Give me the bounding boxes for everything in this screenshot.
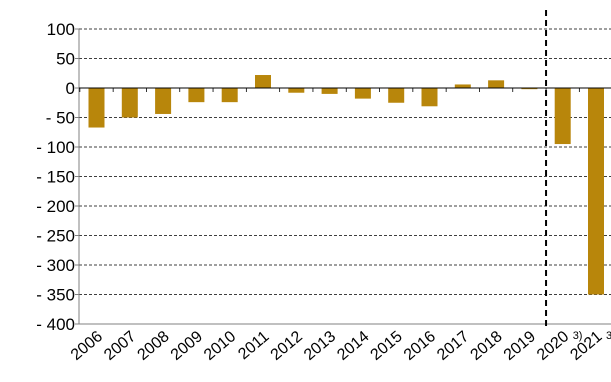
y-tick-label-8: - 300	[36, 256, 75, 275]
x-tick-label-2014: 2014	[334, 328, 372, 364]
bar-2007	[121, 88, 138, 118]
x-tick-label-2011: 2011	[235, 328, 272, 363]
gridlines	[79, 28, 611, 295]
y-tick-label-2: 0	[66, 79, 75, 98]
x-tick-label-2016: 2016	[401, 328, 439, 364]
bar-2008	[155, 88, 172, 114]
bar-2019	[521, 88, 538, 90]
bar-2015	[388, 88, 405, 103]
y-tick-label-6: - 200	[36, 197, 75, 216]
y-tick-label-1: 50	[56, 50, 75, 69]
x-tick-label-2019: 2019	[501, 328, 539, 364]
x-tick-label-2020: 2020	[534, 328, 572, 364]
x-tick-label-2013: 2013	[301, 328, 339, 364]
y-tick-label-9: - 350	[36, 286, 75, 305]
bar-2012	[288, 88, 305, 93]
axes	[75, 10, 611, 330]
bar-2013	[321, 88, 338, 94]
y-tick-label-3: - 50	[46, 109, 75, 128]
x-tick-labels: 2006200720082009201020112012201320142015…	[68, 328, 611, 364]
x-tick-label-2007: 2007	[101, 328, 139, 364]
y-tick-label-0: 100	[47, 20, 75, 39]
bar-2010	[221, 88, 238, 103]
y-tick-label-4: - 100	[36, 138, 75, 157]
x-tick-label-2008: 2008	[134, 328, 172, 364]
x-tick-label-2018: 2018	[467, 328, 505, 364]
y-tick-labels: 100 50 0 - 50 - 100 - 150 - 200 - 250 - 300 - 350…	[36, 20, 75, 334]
bar-2016	[421, 88, 438, 107]
bar-2018	[488, 80, 505, 88]
x-tick-label-2012: 2012	[268, 328, 306, 364]
bars	[88, 75, 604, 295]
x-tick-label-2017: 2017	[434, 328, 472, 364]
bar-2021	[588, 88, 604, 295]
bar-2006	[88, 88, 105, 128]
footnote-marker-2021: 3)	[606, 330, 611, 342]
y-tick-label-10: - 400	[36, 315, 75, 334]
x-tick-label-2015: 2015	[368, 328, 406, 364]
y-tick-label-7: - 250	[36, 227, 75, 246]
x-tick-label-2009: 2009	[168, 328, 206, 364]
bar-2011	[255, 75, 271, 88]
x-tick-label-2010: 2010	[201, 328, 239, 364]
footnote-marker-2020: 3)	[573, 330, 583, 342]
bar-2020	[554, 88, 571, 145]
bar-2014	[354, 88, 371, 99]
y-tick-label-5: - 150	[36, 168, 75, 187]
bar-2017	[454, 84, 471, 88]
bar-2009	[188, 88, 205, 103]
